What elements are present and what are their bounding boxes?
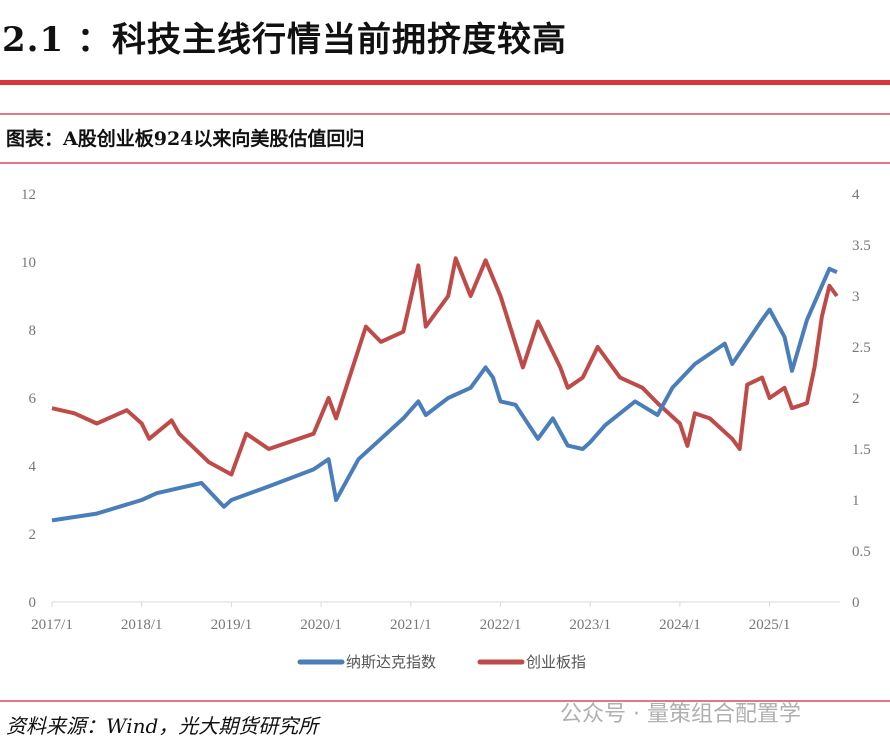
- caption-bottom-divider: [0, 162, 890, 164]
- y-left-tick-label: 4: [29, 459, 37, 475]
- legend-label: 创业板指: [526, 653, 586, 671]
- x-tick-label: 2021/1: [390, 617, 432, 633]
- x-tick-label: 2024/1: [659, 617, 701, 633]
- y-left-tick-label: 12: [21, 187, 36, 203]
- caption-top-divider: [0, 113, 890, 115]
- x-tick-label: 2022/1: [480, 617, 522, 633]
- y-right-tick-label: 0: [852, 595, 860, 611]
- x-tick-label: 2018/1: [121, 617, 163, 633]
- y-left-tick-label: 8: [29, 323, 37, 339]
- chart-caption: 图表：A股创业板924以来向美股估值回归: [6, 128, 365, 150]
- series-line-chinext: [51, 256, 839, 477]
- x-tick-label: 2023/1: [569, 617, 611, 633]
- page-title: 2.1 ：科技主线行情当前拥挤度较高: [2, 20, 567, 60]
- x-tick-label: 2017/1: [31, 617, 73, 633]
- series-line-nasdaq: [51, 266, 838, 523]
- line-chart: 2017/1 2018/1 2019/1 2020/1 2021/1 2022/1 2023…: [21, 187, 871, 671]
- y-right-tick-label: 1.5: [852, 442, 871, 458]
- y-right-tick-label: 2.5: [852, 340, 871, 356]
- y-right-tick-label: 0.5: [852, 544, 871, 560]
- y-right-tick-label: 4: [852, 187, 860, 203]
- y-right-tick-label: 3: [852, 289, 860, 305]
- y-left-tick-label: 10: [21, 255, 36, 271]
- y-right-tick-label: 3.5: [852, 238, 871, 254]
- x-tick-label: 2019/1: [211, 617, 253, 633]
- watermark: 公众号 · 量策组合配置学: [560, 702, 801, 727]
- x-tick-label: 2020/1: [300, 617, 342, 633]
- y-right-tick-label: 2: [852, 391, 860, 407]
- legend-label: 纳斯达克指数: [346, 653, 436, 671]
- y-right-tick-label: 1: [852, 493, 860, 509]
- title-divider: [0, 80, 890, 85]
- source-divider: [0, 700, 890, 702]
- y-left-tick-label: 6: [29, 391, 37, 407]
- y-left-tick-label: 0: [29, 595, 37, 611]
- source-note: 资料来源：Wind，光大期货研究所: [6, 714, 319, 738]
- y-left-tick-label: 2: [29, 527, 37, 543]
- x-tick-label: 2025/1: [749, 617, 791, 633]
